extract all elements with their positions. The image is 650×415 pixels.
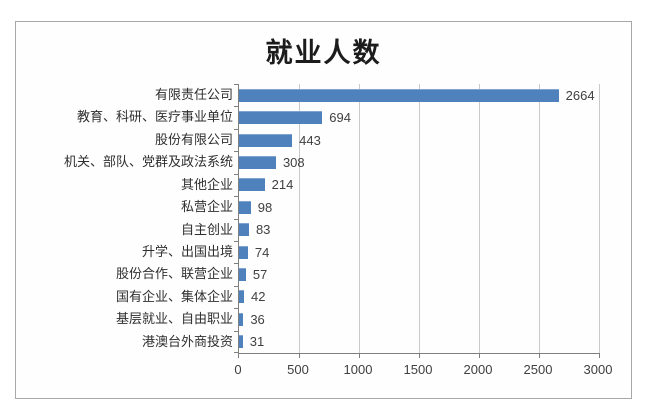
bar (239, 88, 559, 102)
x-axis-tick (478, 353, 480, 358)
y-axis-tick (234, 331, 239, 332)
category-label: 升学、出国出境 (141, 243, 233, 259)
x-tick-label: 1500 (403, 362, 433, 377)
chart-frame: 就业人数 有限责任公司教育、科研、医疗事业单位股份有限公司机关、部队、党群及政法… (15, 21, 632, 399)
y-axis-tick (234, 151, 239, 152)
bar-value-label: 2664 (565, 87, 595, 103)
category-label: 有限责任公司 (154, 87, 233, 102)
bar-value-label: 31 (249, 334, 265, 350)
y-axis-tick (234, 106, 239, 107)
bar (239, 155, 276, 169)
y-axis-tick (234, 84, 239, 85)
bar (239, 268, 246, 282)
category-label: 私营企业 (180, 199, 233, 215)
bar-value-label: 83 (255, 222, 271, 238)
y-axis-tick (234, 263, 239, 264)
y-axis-tick (234, 352, 239, 353)
y-axis-category-labels: 有限责任公司教育、科研、医疗事业单位股份有限公司机关、部队、党群及政法系统其他企… (16, 84, 233, 353)
chart-title: 就业人数 (265, 38, 382, 69)
gridline (478, 84, 480, 353)
x-axis-tick (598, 353, 600, 358)
category-label: 教育、科研、医疗事业单位 (76, 109, 233, 125)
y-axis-tick (234, 219, 239, 220)
bar (239, 111, 323, 125)
bar-value-label: 308 (282, 154, 305, 170)
x-axis-tick (538, 353, 540, 358)
bar-value-label: 36 (250, 311, 265, 327)
x-tick-label: 2500 (523, 362, 553, 377)
bar-value-label: 98 (257, 199, 273, 215)
y-axis-tick (234, 129, 239, 130)
x-axis-tick (238, 353, 239, 358)
category-label: 机关、部队、党群及政法系统 (63, 154, 233, 170)
x-tick-label: 2000 (463, 362, 493, 377)
bar (239, 312, 244, 326)
y-axis-tick (234, 196, 239, 197)
category-label: 股份合作、联营企业 (115, 266, 233, 282)
bar (239, 245, 248, 259)
bar-value-label: 57 (252, 267, 268, 283)
gridline (418, 84, 420, 353)
x-axis-tick (298, 353, 300, 358)
bar (239, 133, 293, 147)
gridline (358, 84, 360, 353)
x-tick-label: 0 (234, 362, 242, 377)
category-label: 股份有限公司 (154, 131, 233, 147)
bar (239, 335, 243, 349)
category-label: 港澳台外商投资 (141, 333, 233, 349)
bar-value-label: 74 (254, 244, 270, 260)
gridline (298, 84, 300, 353)
y-axis-tick (234, 286, 239, 287)
bar-value-label: 443 (299, 132, 321, 148)
bar-value-label: 214 (271, 177, 294, 193)
x-tick-label: 1000 (343, 362, 373, 377)
bar-value-label: 42 (251, 289, 266, 305)
y-axis-tick (234, 308, 239, 309)
gridline (598, 84, 600, 353)
category-label: 国有企业、集体企业 (115, 288, 233, 304)
x-tick-label: 3000 (583, 362, 613, 377)
x-tick-label: 500 (287, 362, 309, 377)
bar (239, 290, 245, 304)
bar-value-label: 694 (329, 110, 351, 126)
category-label: 自主创业 (180, 221, 233, 237)
bar (239, 200, 251, 214)
y-axis-tick (234, 241, 239, 242)
bar (239, 223, 249, 237)
x-axis-tick (418, 353, 420, 358)
plot-area: 2664 694 443 308 214 98 83 74 57 42 36 31 (234, 84, 600, 358)
bar (239, 178, 265, 192)
x-axis-tick (358, 353, 360, 358)
category-label: 其他企业 (180, 176, 233, 192)
gridline (538, 84, 540, 353)
category-label: 基层就业、自由职业 (115, 311, 233, 327)
y-axis-tick (234, 174, 239, 175)
